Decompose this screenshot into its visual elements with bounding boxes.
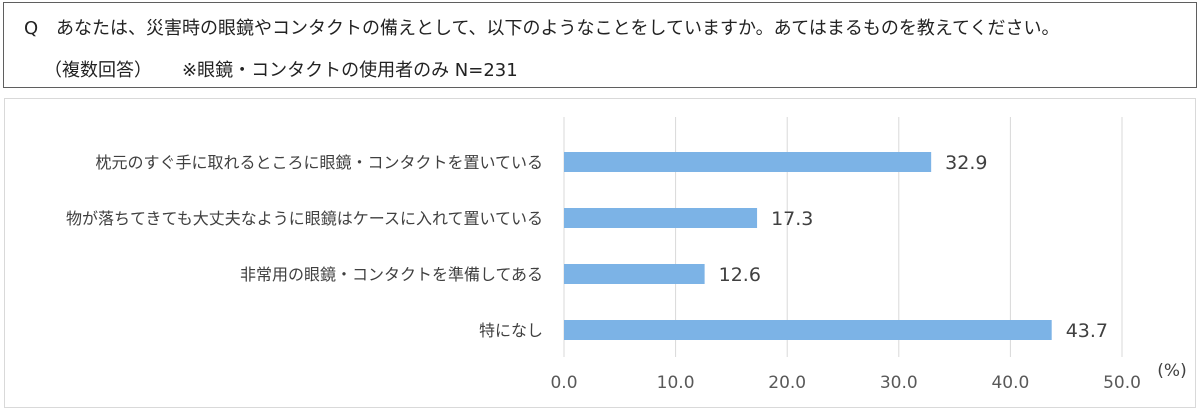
- bar: [564, 320, 1052, 340]
- x-tick-label: 40.0: [991, 373, 1029, 393]
- question-box: Q あなたは、災害時の眼鏡やコンタクトの備えとして、以下のようなことをしていますか…: [3, 2, 1197, 88]
- category-label: 枕元のすぐ手に取れるところに眼鏡・コンタクトを置いている: [95, 153, 543, 172]
- chart-frame: 0.0 10.0 20.0 30.0 40.0 50.0 (%) 枕元のすぐ手に取れるところに…: [4, 98, 1196, 408]
- x-tick-label: 30.0: [880, 373, 918, 393]
- x-tick-label: 0.0: [550, 373, 577, 393]
- respondent-note: ※眼鏡・コンタクトの使用者のみ N=231: [182, 60, 518, 81]
- question-mark: Q: [24, 18, 39, 39]
- bar-chart: 0.0 10.0 20.0 30.0 40.0 50.0 (%) 枕元のすぐ手に取れるところに…: [66, 117, 1187, 393]
- question-note-line: （複数回答） ※眼鏡・コンタクトの使用者のみ N=231: [44, 59, 518, 83]
- bar: [564, 264, 705, 284]
- data-label: 32.9: [945, 152, 987, 174]
- data-label: 43.7: [1066, 320, 1108, 342]
- x-tick-label: 10.0: [657, 373, 695, 393]
- question-text: あなたは、災害時の眼鏡やコンタクトの備えとして、以下のようなことをしていますか。…: [56, 18, 1060, 39]
- answer-type: （複数回答）: [44, 60, 152, 81]
- category-label: 特になし: [479, 321, 543, 340]
- category-label: 非常用の眼鏡・コンタクトを準備してある: [240, 265, 543, 284]
- question-line: Q あなたは、災害時の眼鏡やコンタクトの備えとして、以下のようなことをしていますか…: [24, 17, 1060, 41]
- data-label: 17.3: [771, 208, 813, 230]
- x-tick-label: 50.0: [1103, 373, 1141, 393]
- bar: [564, 152, 932, 172]
- data-label: 12.6: [719, 264, 761, 286]
- bar: [564, 208, 758, 228]
- unit-label: (%): [1157, 361, 1186, 381]
- category-label: 物が落ちてきても大丈夫なように眼鏡はケースに入れて置いている: [66, 209, 543, 228]
- x-tick-label: 20.0: [768, 373, 806, 393]
